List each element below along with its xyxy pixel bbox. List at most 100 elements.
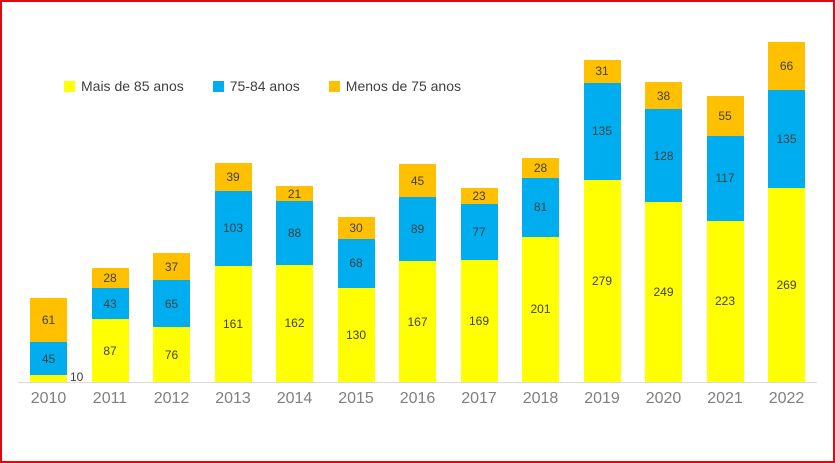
bar-segment	[91, 319, 129, 382]
bar-value-label: 77	[472, 224, 486, 239]
bar-segment	[153, 253, 190, 281]
bar-value-label: 45	[410, 173, 425, 188]
bar-segment	[522, 236, 559, 382]
bar-value-label: 88	[287, 226, 302, 241]
x-axis-label: 2017	[461, 390, 497, 407]
x-axis-label: 2015	[338, 390, 374, 407]
x-axis-label: 2010	[30, 390, 67, 407]
bar-segment	[214, 265, 252, 382]
bar-value-label: 39	[226, 170, 240, 185]
bar-value-label: 76	[164, 347, 179, 362]
x-axis-label: 2021	[707, 390, 743, 407]
bar-value-label: 81	[533, 200, 548, 215]
bar-segment	[276, 201, 313, 265]
legend-swatch-icon	[212, 80, 224, 92]
legend-item: Menos de 75 anos	[328, 78, 461, 94]
bar-segment	[30, 342, 67, 375]
bar-segment	[91, 288, 129, 320]
bar-value-label: 55	[718, 109, 732, 124]
bar-value-label: 169	[468, 313, 490, 328]
bar-value-label: 43	[103, 296, 117, 311]
bar-segment	[645, 81, 682, 110]
bar-segment	[214, 191, 252, 266]
bar-segment	[460, 187, 498, 205]
legend-label: Mais de 85 anos	[81, 78, 184, 94]
legend-label: 75-84 anos	[229, 78, 300, 94]
bar-value-label: 21	[287, 186, 302, 201]
bar-segment	[645, 109, 682, 202]
bar-segment	[706, 96, 744, 137]
bar-value-label: 279	[591, 274, 613, 289]
bar-value-label: 23	[472, 188, 486, 203]
bar-value-label: 249	[653, 284, 674, 299]
bar-segment	[91, 267, 129, 288]
bar-value-label: 223	[714, 294, 736, 309]
bar-value-label: 65	[164, 296, 179, 311]
bar-segment	[399, 261, 436, 382]
bar-segment	[30, 298, 67, 343]
bar-segment	[153, 327, 190, 382]
chart-legend: Mais de 85 anos 75-84 anos Menos de 75 ano…	[64, 78, 461, 94]
bar-value-label: 87	[103, 343, 117, 358]
bar-segment	[706, 136, 744, 221]
bar-value-label: 89	[410, 222, 425, 237]
bar-segment	[337, 217, 375, 239]
bar-segment	[583, 60, 621, 83]
x-axis-label: 2020	[645, 390, 682, 407]
bar-value-label: 167	[407, 314, 428, 329]
bar-value-label: 61	[41, 313, 56, 328]
bar-value-label: 45	[41, 351, 56, 366]
bar-value-label: 201	[530, 302, 551, 317]
bar-segment	[214, 162, 252, 192]
bar-value-label: 162	[284, 316, 305, 331]
bar-segment	[153, 280, 190, 328]
bar-value-label: 128	[653, 148, 674, 163]
bar-segment	[337, 288, 375, 382]
bar-value-label: 130	[345, 328, 367, 342]
bar-value-label: 117	[715, 171, 735, 186]
bar-value-label: 28	[103, 270, 117, 285]
bar-segment	[337, 238, 375, 288]
x-axis-label: 2022	[768, 390, 805, 407]
bar-value-label: 31	[595, 64, 609, 79]
x-axis-label: 2011	[92, 390, 128, 407]
bar-value-label: 66	[779, 59, 794, 74]
x-axis-label: 2018	[522, 390, 559, 407]
bar-value-label: 68	[349, 256, 363, 271]
bar-segment	[645, 201, 682, 382]
legend-item: Mais de 85 anos	[64, 78, 184, 94]
x-axis-label: 2012	[153, 390, 190, 407]
bar-segment	[276, 186, 313, 202]
bar-segment	[460, 204, 498, 260]
legend-label: Menos de 75 anos	[345, 78, 461, 94]
bar-segment	[522, 157, 559, 179]
bar-segment	[768, 187, 805, 382]
bar-value-label: 135	[776, 131, 797, 146]
bar-segment	[768, 89, 805, 188]
bar-value-label: 10	[70, 370, 84, 385]
x-axis-label: 2016	[399, 390, 436, 407]
bar-segment	[399, 164, 436, 197]
bar-segment	[706, 220, 744, 382]
legend-item: 75-84 anos	[212, 78, 300, 94]
x-axis-label: 2013	[215, 390, 251, 407]
bar-value-label: 135	[591, 124, 613, 139]
bar-value-label: 161	[222, 316, 244, 331]
x-axis-label: 2014	[276, 390, 313, 407]
bar-value-label: 38	[656, 88, 671, 103]
bar-value-label: 37	[164, 259, 179, 274]
bar-segment	[583, 82, 621, 181]
bar-value-label: 28	[533, 160, 548, 175]
bar-segment	[399, 196, 436, 262]
x-axis-label: 2019	[584, 390, 620, 407]
bar-segment	[460, 259, 498, 382]
bar-value-label: 30	[349, 221, 363, 235]
bar-segment	[522, 178, 559, 237]
legend-swatch-icon	[64, 80, 75, 92]
bar-segment	[276, 264, 313, 382]
bar-value-label: 103	[222, 221, 244, 236]
bar-segment	[30, 374, 67, 382]
x-axis-line	[18, 382, 817, 383]
